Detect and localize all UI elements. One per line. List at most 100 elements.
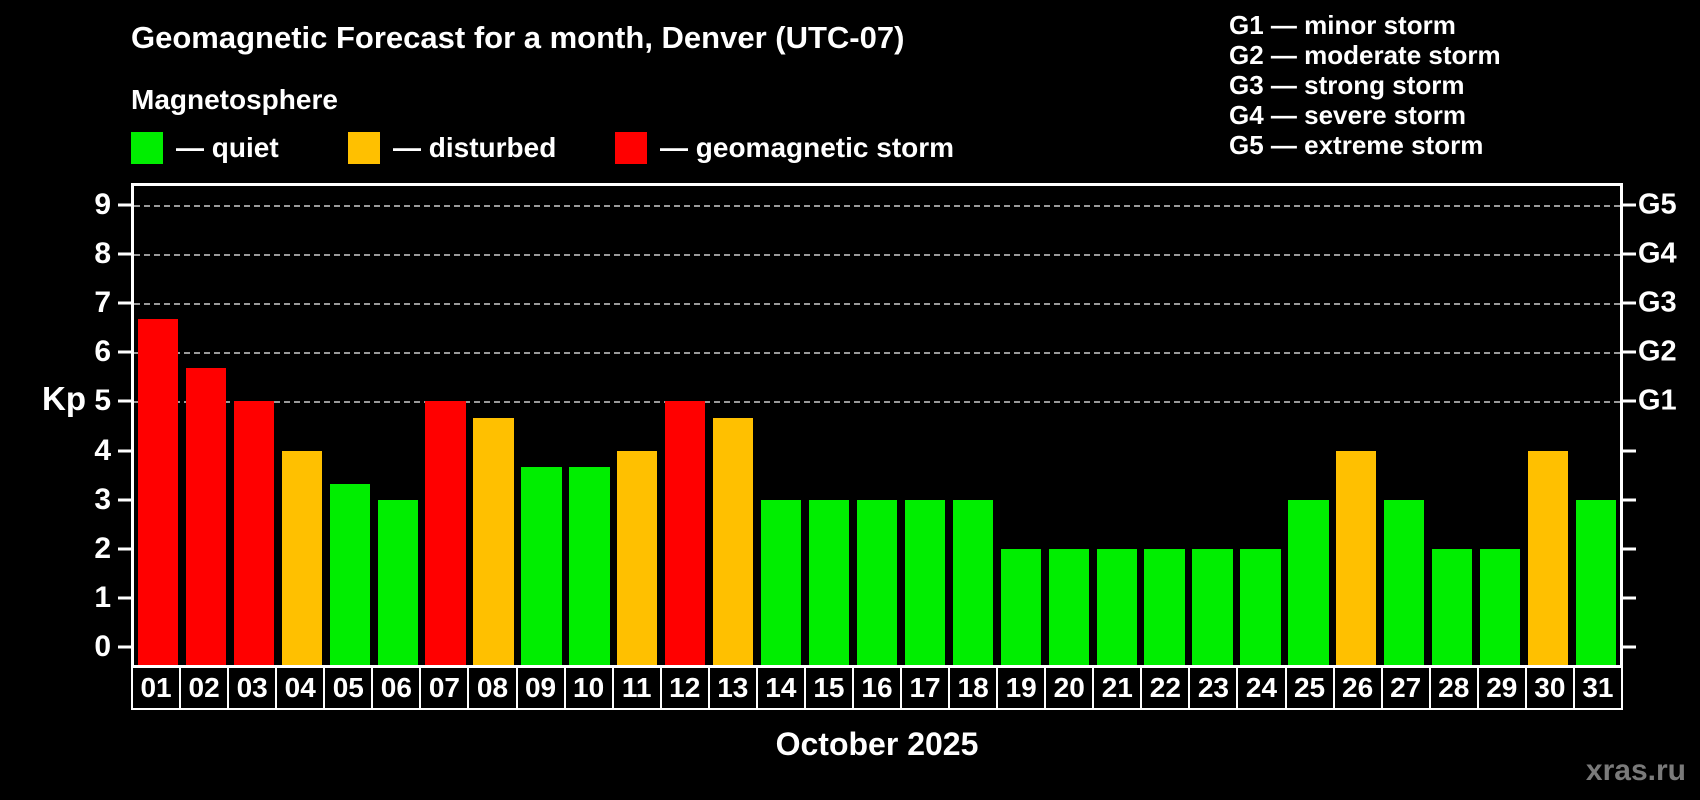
day-label-04: 04	[275, 666, 326, 710]
day-label-14: 14	[755, 666, 806, 710]
day-label-05: 05	[323, 666, 374, 710]
bar-day-17	[904, 499, 946, 665]
y-axis-label-8: 8	[94, 236, 111, 270]
day-label-20: 20	[1044, 666, 1095, 710]
plot-area: 0 1 2 3 4 5 6 7 8 9 G1 G2 G3 G4 G5	[94, 183, 1677, 668]
right-axis-label-g1: G1	[1638, 384, 1677, 417]
day-label-28: 28	[1428, 666, 1479, 710]
bar-day-26	[1336, 450, 1377, 665]
bar-day-24	[1240, 548, 1281, 665]
bar-day-02	[185, 368, 227, 665]
y-axis-label-9: 9	[94, 187, 111, 221]
gridline-kp-5	[134, 401, 1620, 404]
legend-label-disturbed: — disturbed	[393, 132, 557, 163]
y-axis-label-4: 4	[94, 433, 111, 467]
bar-day-04	[281, 450, 322, 665]
bar-day-27	[1384, 499, 1425, 665]
y-axis-label-2: 2	[94, 531, 111, 565]
storm-swatch	[615, 132, 647, 164]
day-label-29: 29	[1476, 666, 1527, 710]
y-tick-left-2	[118, 547, 131, 551]
y-tick-right-8	[1623, 252, 1636, 256]
day-label-21: 21	[1092, 666, 1143, 710]
gridline-kp-6	[134, 352, 1620, 355]
y-axis-label-5: 5	[94, 384, 111, 418]
gridline-kp-9	[134, 204, 1620, 207]
day-label-24: 24	[1236, 666, 1287, 710]
y-axis-label-7: 7	[94, 286, 111, 320]
y-tick-right-3	[1623, 498, 1636, 502]
bar-day-12	[665, 401, 706, 665]
day-label-25: 25	[1284, 666, 1335, 710]
right-axis-label-g2: G2	[1638, 335, 1677, 368]
bar-day-01	[137, 319, 179, 665]
y-tick-right-2	[1623, 547, 1636, 551]
x-axis-day-labels: 01 02 03 04 05 06 07 08 09 10 11 12 13 14 15 16 17 18 19 20…	[131, 666, 1623, 710]
storm-scale-legend: G1 — minor storm G2 — moderate storm G3 …	[1229, 10, 1501, 160]
storm-scale-g3: G3 — strong storm	[1229, 70, 1465, 100]
day-label-11: 11	[611, 666, 662, 710]
bar-day-25	[1288, 499, 1329, 665]
bar-day-15	[808, 499, 850, 665]
y-tick-right-1	[1623, 596, 1636, 600]
x-axis-title: October 2025	[775, 726, 979, 762]
day-label-06: 06	[371, 666, 422, 710]
bar-day-16	[856, 499, 898, 665]
legend-label-quiet: — quiet	[176, 132, 279, 163]
day-label-16: 16	[851, 666, 902, 710]
bar-day-06	[377, 499, 418, 665]
day-label-10: 10	[563, 666, 614, 710]
day-label-30: 30	[1524, 666, 1575, 710]
day-label-12: 12	[659, 666, 710, 710]
day-label-03: 03	[227, 666, 278, 710]
y-axis-title: Kp	[42, 380, 86, 417]
y-tick-left-1	[118, 596, 131, 600]
gridline-kp-8	[134, 253, 1620, 256]
bar-day-05	[329, 483, 370, 665]
day-label-27: 27	[1380, 666, 1431, 710]
day-label-22: 22	[1140, 666, 1191, 710]
y-tick-left-6	[118, 350, 131, 354]
bar-day-11	[617, 450, 658, 665]
bar-day-22	[1144, 548, 1185, 665]
day-label-08: 08	[467, 666, 518, 710]
bar-day-10	[569, 466, 610, 665]
legend-item-quiet: — quiet	[131, 132, 279, 164]
bar-day-20	[1048, 548, 1089, 665]
day-label-17: 17	[900, 666, 951, 710]
chart-title: Geomagnetic Forecast for a month, Denver…	[131, 20, 905, 55]
y-tick-right-0	[1623, 645, 1636, 649]
y-axis-label-6: 6	[94, 335, 111, 369]
bar-day-23	[1192, 548, 1233, 665]
quiet-swatch	[131, 132, 163, 164]
y-axis-label-1: 1	[94, 581, 111, 615]
legend-label-storm: — geomagnetic storm	[660, 132, 955, 163]
bar-day-13	[713, 417, 754, 665]
y-tick-right-9	[1623, 203, 1636, 207]
legend-item-disturbed: — disturbed	[348, 132, 556, 164]
bar-day-14	[760, 499, 802, 665]
y-tick-right-7	[1623, 301, 1636, 305]
y-tick-left-7	[118, 301, 131, 305]
bar-day-30	[1527, 450, 1569, 665]
bar-day-03	[233, 401, 274, 665]
y-axis-label-3: 3	[94, 482, 111, 516]
bar-day-08	[473, 417, 514, 665]
day-label-26: 26	[1332, 666, 1383, 710]
day-label-23: 23	[1188, 666, 1239, 710]
y-tick-left-3	[118, 498, 131, 502]
y-axis-label-0: 0	[94, 630, 111, 664]
right-axis-label-g3: G3	[1638, 286, 1677, 319]
bar-day-18	[952, 499, 993, 665]
bar-day-19	[1000, 548, 1041, 665]
day-label-31: 31	[1572, 666, 1623, 710]
y-tick-right-6	[1623, 350, 1636, 354]
bar-day-21	[1096, 548, 1137, 665]
storm-scale-g4: G4 — severe storm	[1229, 100, 1467, 130]
y-tick-left-4	[118, 449, 131, 453]
storm-scale-g2: G2 — moderate storm	[1229, 40, 1501, 70]
y-tick-right-5	[1623, 399, 1636, 403]
right-axis-label-g4: G4	[1638, 237, 1677, 270]
disturbed-swatch	[348, 132, 380, 164]
